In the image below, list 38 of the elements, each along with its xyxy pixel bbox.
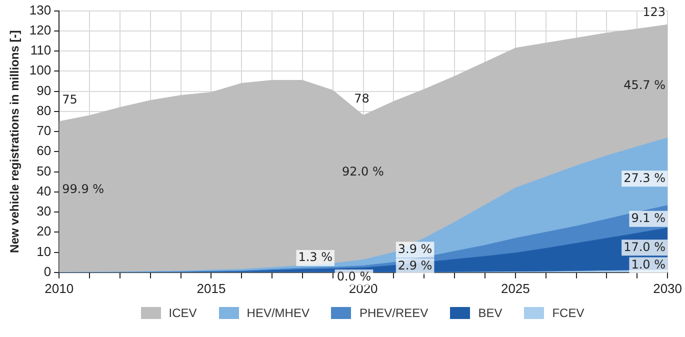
- annotation: 0.0 %: [336, 270, 372, 284]
- y-tick-label: 60: [36, 143, 52, 158]
- y-tick-label: 10: [36, 244, 52, 259]
- y-tick-label: 80: [36, 102, 52, 118]
- legend-label: BEV: [478, 306, 502, 320]
- x-tick-label: 2030: [653, 280, 682, 296]
- annotation: 17.0 %: [624, 240, 666, 254]
- y-tick-label: 110: [30, 42, 52, 58]
- annotation: 2.9 %: [398, 258, 432, 272]
- x-tick-label: 2015: [196, 280, 226, 296]
- y-tick-label: 40: [36, 183, 52, 198]
- legend-label: PHEV/REEV: [359, 306, 428, 320]
- y-tick-label: 130: [29, 2, 52, 18]
- y-tick-label: 30: [36, 204, 52, 219]
- legend-label: FCEV: [552, 306, 584, 320]
- y-tick-label: 70: [36, 123, 52, 138]
- legend-label: ICEV: [168, 306, 197, 320]
- y-tick-label: 120: [29, 22, 52, 38]
- annotation: 78: [354, 92, 370, 106]
- y-tick-label: 0: [44, 264, 52, 279]
- annotation: 45.7 %: [624, 78, 666, 92]
- annotation: 3.9 %: [398, 242, 432, 256]
- y-tick-label: 100: [29, 62, 52, 78]
- x-tick-label: 2025: [500, 280, 530, 296]
- legend-label: HEV/MHEV: [246, 306, 310, 320]
- annotation: 27.3 %: [624, 170, 666, 185]
- y-tick-label: 20: [36, 224, 52, 239]
- y-tick-label: 90: [36, 82, 52, 98]
- annotation: 1.0 %: [631, 257, 666, 272]
- annotation: 92.0 %: [342, 164, 384, 179]
- y-tick-label: 50: [36, 163, 52, 178]
- y-axis-title: New vehicle registrations in millions [-]: [8, 30, 22, 253]
- annotation: 75: [62, 92, 78, 107]
- annotation: 99.9 %: [62, 182, 104, 196]
- annotation: 123: [642, 4, 666, 19]
- x-tick-label: 2010: [44, 280, 74, 296]
- annotation: 1.3 %: [298, 250, 333, 264]
- annotation: 9.1 %: [631, 210, 666, 225]
